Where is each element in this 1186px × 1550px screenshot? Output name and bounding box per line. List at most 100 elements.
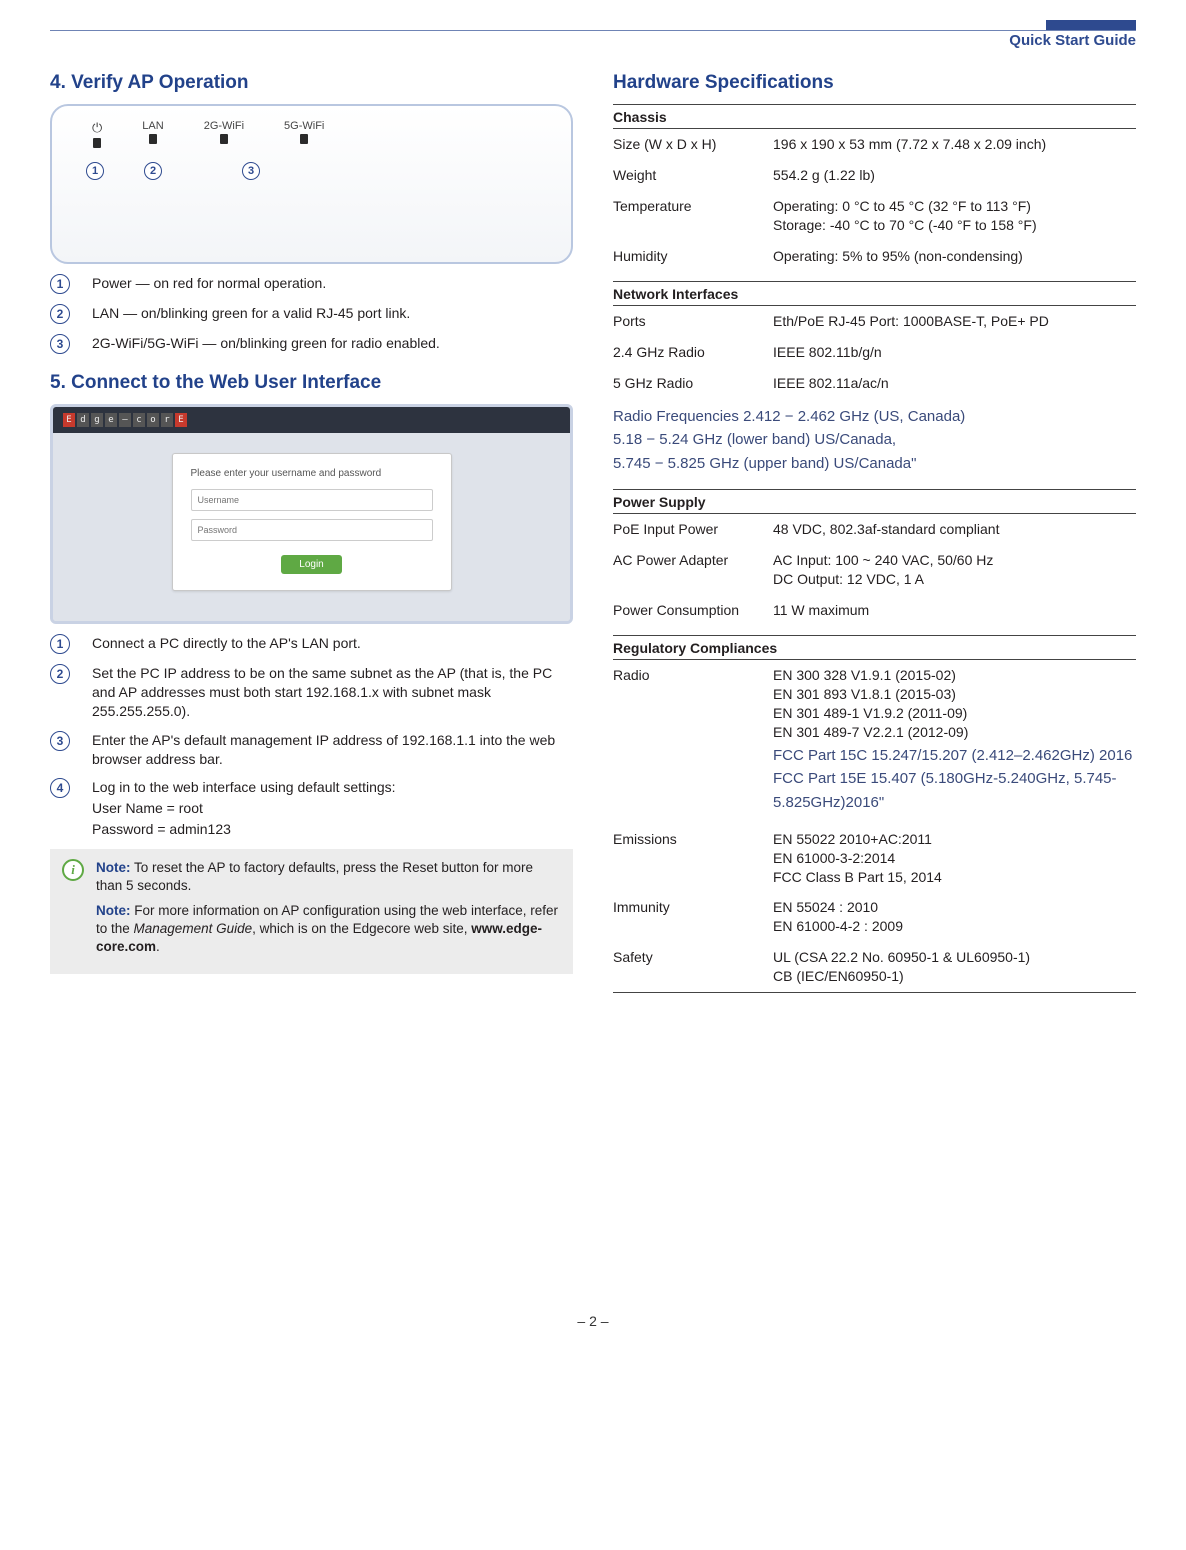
note-label: Note: (96, 860, 131, 875)
subhead-regulatory: Regulatory Compliances (613, 635, 1136, 660)
header-accent (1046, 20, 1136, 30)
led-lan-label: LAN (142, 120, 163, 132)
step-number: 4 (50, 778, 70, 798)
note2-b: , which is on the Edgecore web site, (252, 921, 471, 936)
list-item: 2 LAN — on/blinking green for a valid RJ… (50, 304, 573, 324)
spec-val: Operating: 5% to 95% (non-condensing) (773, 241, 1136, 272)
login-logo-bar: E d g e – c o r E (53, 407, 570, 433)
logo-letter: d (77, 413, 89, 427)
step-number: 2 (50, 304, 70, 324)
logo-letter: r (161, 413, 173, 427)
subhead-network: Network Interfaces (613, 281, 1136, 306)
spec-key: Humidity (613, 241, 773, 272)
right-column: Hardware Specifications Chassis Size (W … (613, 64, 1136, 993)
spec-key: Size (W x D x H) (613, 129, 773, 160)
list-item: 4 Log in to the web interface using defa… (50, 778, 573, 839)
step-number: 1 (50, 274, 70, 294)
logo-letter: – (119, 413, 131, 427)
spec-key: AC Power Adapter (613, 545, 773, 595)
note-label: Note: (96, 903, 131, 918)
led-5g-label: 5G-WiFi (284, 120, 324, 132)
spec-val: IEEE 802.11b/g/n (773, 337, 1136, 368)
login-screenshot: E d g e – c o r E Please enter your user… (50, 404, 573, 624)
callout-2: 2 (144, 162, 162, 180)
section4-list: 1 Power — on red for normal operation. 2… (50, 274, 573, 354)
logo-letter: e (105, 413, 117, 427)
chassis-table: Size (W x D x H)196 x 190 x 53 mm (7.72 … (613, 129, 1136, 271)
spec-key: Immunity (613, 892, 773, 942)
step-number: 3 (50, 731, 70, 751)
page-header: Quick Start Guide (50, 20, 1136, 50)
info-icon: i (62, 859, 84, 881)
spec-val: IEEE 802.11a/ac/n (773, 368, 1136, 399)
spec-val: AC Input: 100 ~ 240 VAC, 50/60 HzDC Outp… (773, 545, 1136, 595)
section5-steps: 1 Connect a PC directly to the AP's LAN … (50, 634, 573, 839)
callout-3: 3 (242, 162, 260, 180)
spec-key: Temperature (613, 191, 773, 241)
fcc-overlay: FCC Part 15C 15.247/15.207 (2.412–2.462G… (773, 742, 1136, 818)
step-number: 3 (50, 334, 70, 354)
logo-letter: c (133, 413, 145, 427)
list-item: 3 2G-WiFi/5G-WiFi — on/blinking green fo… (50, 334, 573, 354)
section4-title: 4. Verify AP Operation (50, 72, 573, 94)
spec-key: Emissions (613, 824, 773, 893)
subhead-chassis: Chassis (613, 104, 1136, 129)
led-2g: 2G-WiFi (204, 120, 244, 144)
spec-key: Radio (613, 660, 773, 823)
step-text: LAN — on/blinking green for a valid RJ-4… (92, 304, 573, 323)
header-rule (50, 30, 1136, 31)
spec-val: Eth/PoE RJ-45 Port: 1000BASE-T, PoE+ PD (773, 306, 1136, 337)
spec-val: EN 55024 : 2010 EN 61000-4-2 : 2009 (773, 892, 1136, 942)
logo-letter: E (175, 413, 187, 427)
led-diagram: ⏻ LAN 2G-WiFi 5G-WiFi 1 2 (50, 104, 573, 264)
power-icon: ⏻ (92, 120, 102, 136)
login-prompt: Please enter your username and password (191, 468, 433, 479)
step-text: Power — on red for normal operation. (92, 274, 573, 293)
left-column: 4. Verify AP Operation ⏻ LAN 2G-WiFi 5G-… (50, 64, 573, 993)
list-item: 1 Connect a PC directly to the AP's LAN … (50, 634, 573, 654)
spec-val: 48 VDC, 802.3af-standard compliant (773, 514, 1136, 545)
step-number: 2 (50, 664, 70, 684)
subhead-power: Power Supply (613, 489, 1136, 514)
note2-c: . (156, 939, 160, 954)
step-text: Set the PC IP address to be on the same … (92, 664, 573, 721)
regulatory-table: Radio EN 300 328 V1.9.1 (2015-02) EN 301… (613, 660, 1136, 993)
section5-title: 5. Connect to the Web User Interface (50, 372, 573, 394)
specs-title: Hardware Specifications (613, 72, 1136, 94)
spec-key: Ports (613, 306, 773, 337)
led-lan: LAN (142, 120, 163, 144)
spec-key: Safety (613, 942, 773, 992)
spec-val: EN 300 328 V1.9.1 (2015-02) EN 301 893 V… (773, 660, 1136, 823)
step-number: 1 (50, 634, 70, 654)
step-text: Enter the AP's default management IP add… (92, 731, 573, 769)
step-text: 2G-WiFi/5G-WiFi — on/blinking green for … (92, 334, 573, 353)
spec-val: 11 W maximum (773, 595, 1136, 626)
spec-val: EN 55022 2010+AC:2011 EN 61000-3-2:2014 … (773, 824, 1136, 893)
management-guide-ref: Management Guide (134, 921, 253, 936)
login-card: Please enter your username and password … (172, 453, 452, 591)
password-field[interactable] (191, 519, 433, 541)
spec-key: 2.4 GHz Radio (613, 337, 773, 368)
network-table: PortsEth/PoE RJ-45 Port: 1000BASE-T, PoE… (613, 306, 1136, 399)
led-2g-label: 2G-WiFi (204, 120, 244, 132)
list-item: 2 Set the PC IP address to be on the sam… (50, 664, 573, 721)
radio-freq-overlay: Radio Frequencies 2.412 − 2.462 GHz (US,… (613, 399, 1136, 479)
spec-val: Operating: 0 °C to 45 °C (32 °F to 113 °… (773, 191, 1136, 241)
list-item: 3 Enter the AP's default management IP a… (50, 731, 573, 769)
step-text: Connect a PC directly to the AP's LAN po… (92, 634, 573, 653)
spec-key: Weight (613, 160, 773, 191)
led-power: ⏻ (92, 120, 102, 148)
login-button[interactable]: Login (281, 555, 341, 574)
spec-val: UL (CSA 22.2 No. 60950-1 & UL60950-1) CB… (773, 942, 1136, 992)
led-5g: 5G-WiFi (284, 120, 324, 144)
username-field[interactable] (191, 489, 433, 511)
doc-title: Quick Start Guide (1009, 32, 1136, 49)
note1-text: To reset the AP to factory defaults, pre… (96, 860, 533, 893)
step-text: Log in to the web interface using defaul… (92, 778, 573, 839)
spec-key: PoE Input Power (613, 514, 773, 545)
spec-val: 196 x 190 x 53 mm (7.72 x 7.48 x 2.09 in… (773, 129, 1136, 160)
logo-letter: g (91, 413, 103, 427)
list-item: 1 Power — on red for normal operation. (50, 274, 573, 294)
note-box: i Note: To reset the AP to factory defau… (50, 849, 573, 974)
logo-letter: o (147, 413, 159, 427)
